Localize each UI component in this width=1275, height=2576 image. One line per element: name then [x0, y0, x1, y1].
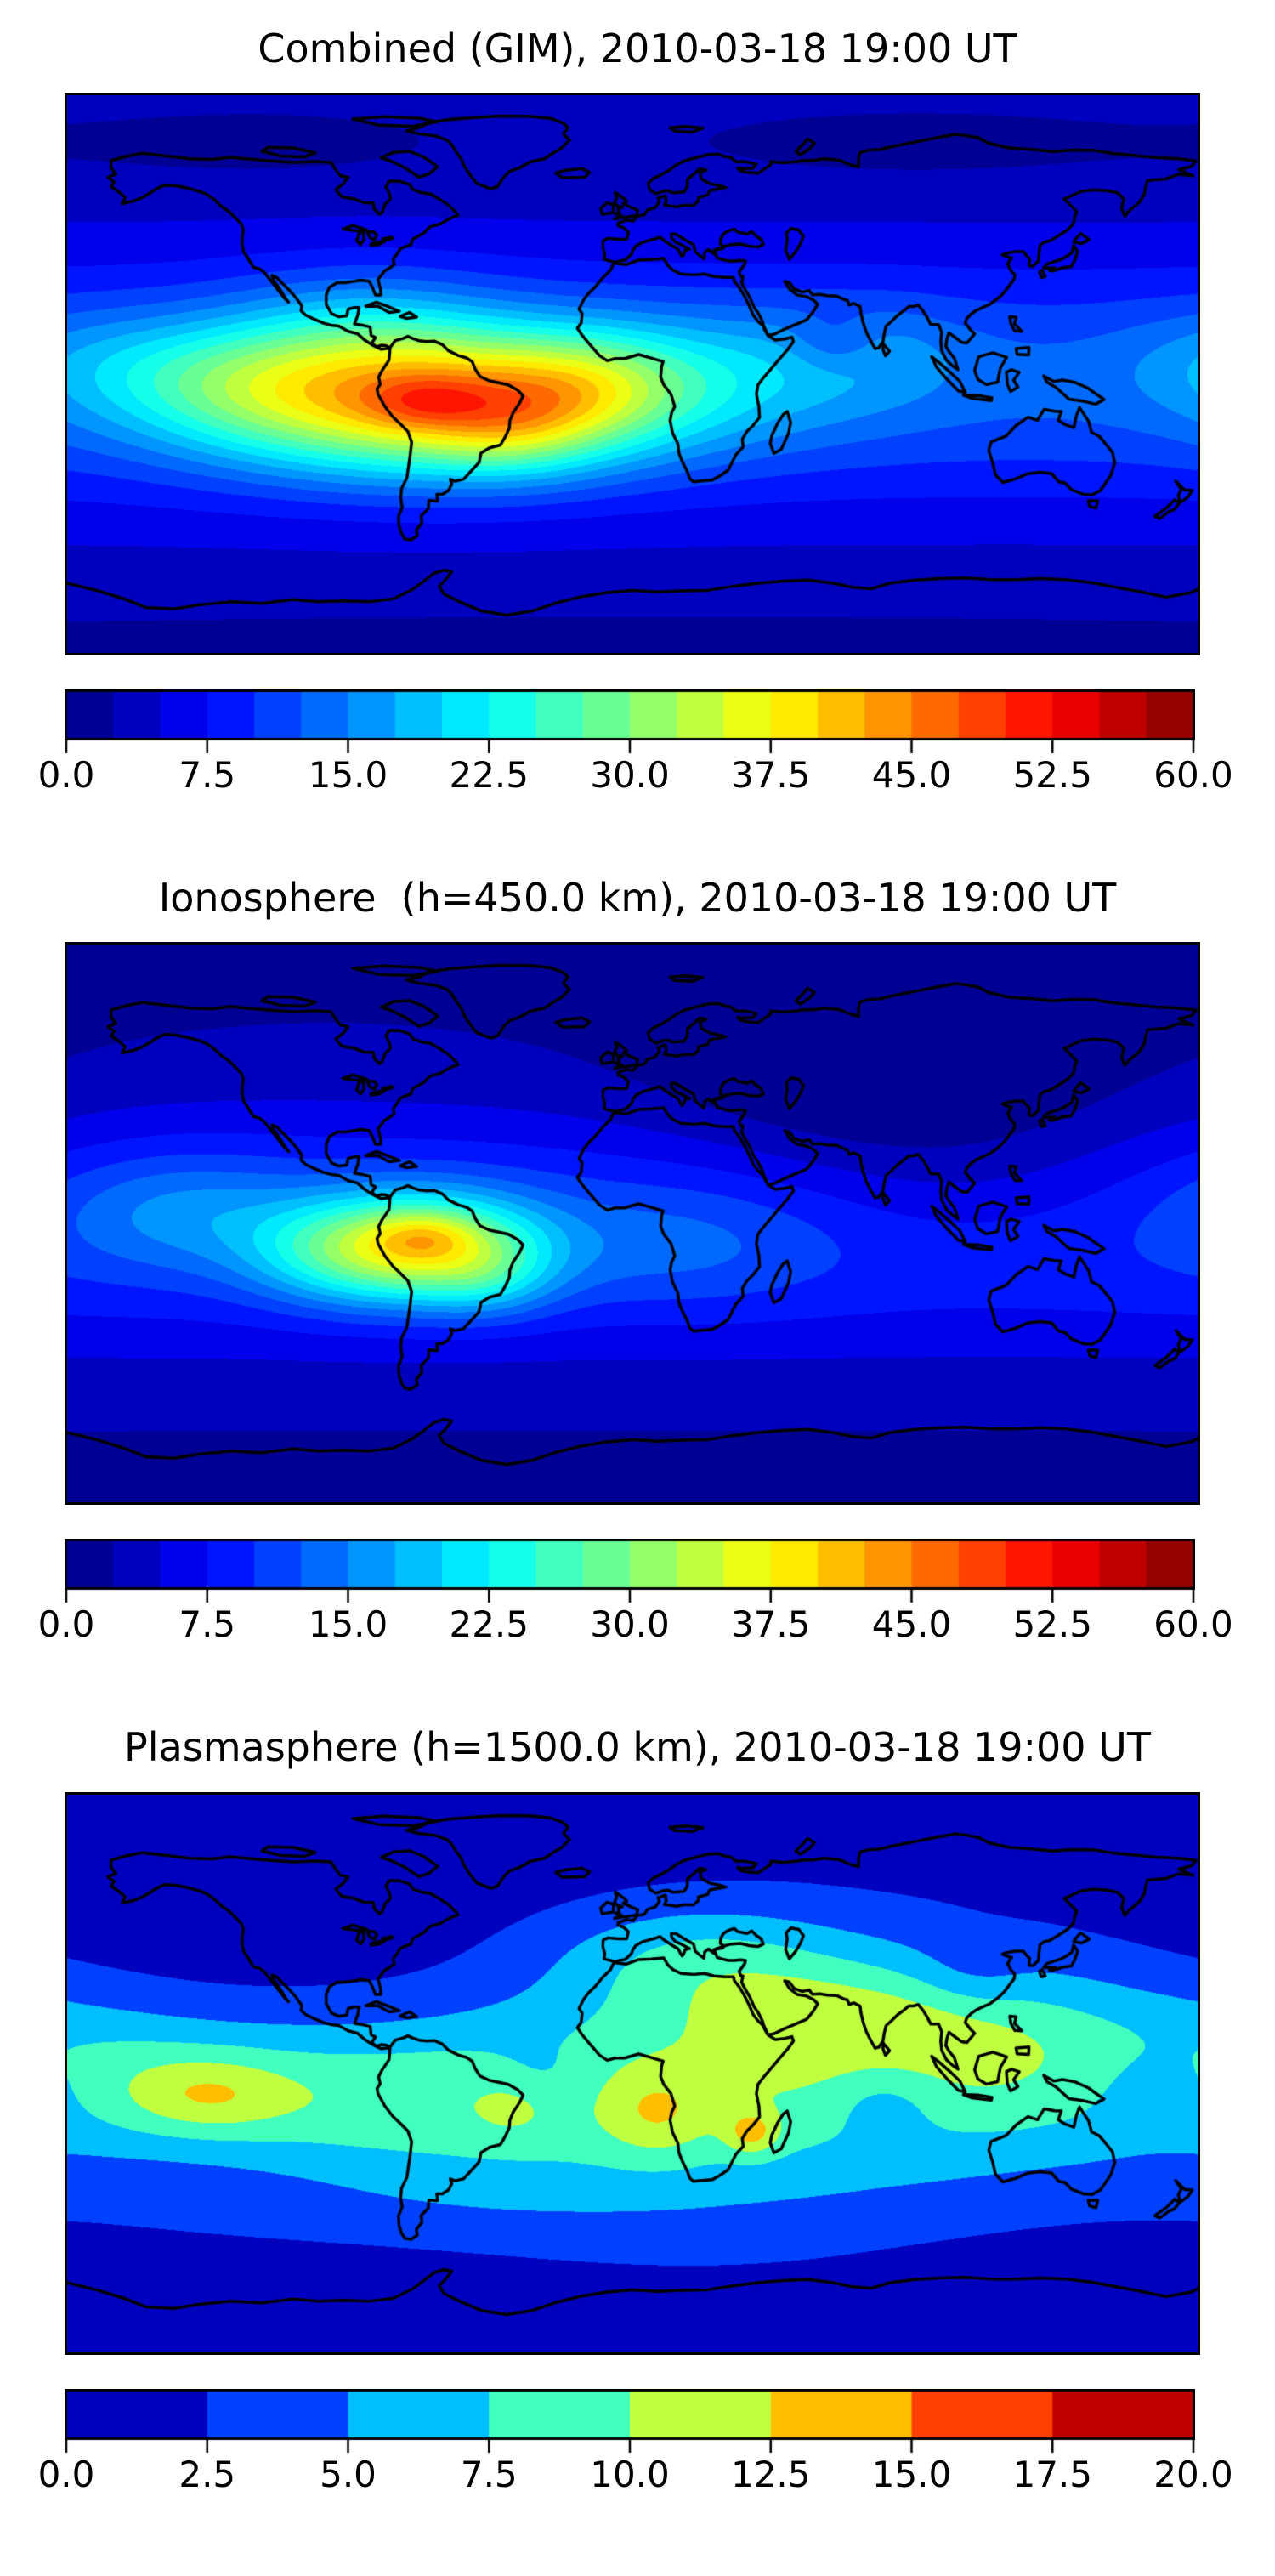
colorbar-plasmasphere [65, 2388, 1195, 2454]
colorbar-tick-label: 45.0 [871, 754, 952, 797]
colorbar-combined [65, 689, 1195, 755]
colorbar-tick-label: 0.0 [37, 754, 95, 797]
world-contour-map-plasmasphere [67, 1794, 1198, 2352]
colorbar-tick-label: 7.5 [460, 2453, 518, 2495]
colorbar-tick-labels-combined: 0.0 7.5 15.0 22.5 30.0 37.5 45.0 52.5 60.0 [38, 754, 1233, 803]
colorbar-tick-labels-ionosphere: 0.0 7.5 15.0 22.5 30.0 37.5 45.0 52.5 60.0 [38, 1603, 1233, 1653]
panel-ionosphere: Ionosphere (h=450.0 km), 2010-03-18 19:0… [0, 875, 1275, 1653]
colorbar-tick-label: 0.0 [37, 2453, 95, 2495]
colorbar-tick-labels-plasmasphere: 0.0 2.5 5.0 7.5 10.0 12.5 15.0 17.5 20.0 [38, 2453, 1233, 2503]
colorbar-tick-label: 15.0 [308, 1603, 388, 1646]
colorbar-tick-label: 45.0 [871, 1603, 952, 1646]
colorbar-tick-label: 17.5 [1012, 2453, 1092, 2495]
colorbar-tick-label: 10.0 [590, 2453, 670, 2495]
world-contour-map-ionosphere [67, 945, 1198, 1503]
figure: Combined (GIM), 2010-03-18 19:00 UT 0.0 7… [0, 26, 1275, 2503]
colorbar-tick-label: 2.5 [178, 2453, 236, 2495]
panel-title-ionosphere: Ionosphere (h=450.0 km), 2010-03-18 19:0… [158, 875, 1117, 922]
panel-combined-gim: Combined (GIM), 2010-03-18 19:00 UT 0.0 7… [0, 26, 1275, 803]
colorbar-tick-label: 22.5 [449, 754, 530, 797]
colorbar-tick-label: 5.0 [320, 2453, 377, 2495]
colorbar-tick-label: 30.0 [590, 1603, 670, 1646]
colorbar-tick-label: 15.0 [308, 754, 388, 797]
panel-title-plasmasphere: Plasmasphere (h=1500.0 km), 2010-03-18 1… [124, 1724, 1151, 1771]
colorbar-tick-label: 0.0 [37, 1603, 95, 1646]
map-frame-plasmasphere [65, 1791, 1200, 2355]
colorbar-tick-label: 7.5 [178, 1603, 236, 1646]
colorbar-ionosphere [65, 1539, 1195, 1604]
colorbar-tick-label: 15.0 [871, 2453, 952, 2495]
colorbar-tick-label: 22.5 [449, 1603, 530, 1646]
colorbar-tick-label: 52.5 [1012, 754, 1092, 797]
colorbar-tick-label: 60.0 [1153, 1603, 1233, 1646]
colorbar-tick-label: 30.0 [590, 754, 670, 797]
colorbar-tick-label: 12.5 [730, 2453, 811, 2495]
panel-plasmasphere: Plasmasphere (h=1500.0 km), 2010-03-18 1… [0, 1724, 1275, 2502]
panel-title-combined: Combined (GIM), 2010-03-18 19:00 UT [258, 26, 1017, 71]
colorbar-tick-label: 7.5 [178, 754, 236, 797]
map-frame-ionosphere [65, 942, 1200, 1506]
map-frame-combined [65, 93, 1200, 656]
colorbar-tick-label: 37.5 [730, 754, 811, 797]
world-contour-map-combined [67, 95, 1198, 654]
colorbar-tick-label: 52.5 [1012, 1603, 1092, 1646]
colorbar-tick-label: 20.0 [1153, 2453, 1233, 2495]
colorbar-tick-label: 37.5 [730, 1603, 811, 1646]
colorbar-tick-label: 60.0 [1153, 754, 1233, 797]
